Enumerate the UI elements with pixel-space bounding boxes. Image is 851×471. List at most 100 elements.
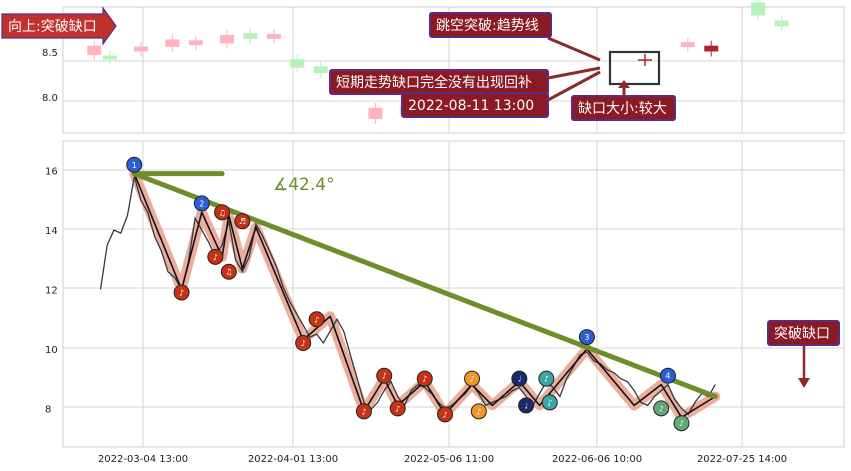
- marker-label: ♪: [382, 372, 387, 381]
- marker-label: 2: [199, 199, 204, 208]
- marker: [511, 370, 528, 387]
- x-tick: 2022-07-25 14:00: [697, 454, 787, 465]
- bottom-y-tick: 12: [45, 286, 58, 297]
- marker-label: ♪: [469, 375, 474, 384]
- gap-fill-callout: 短期走势缺口完全没有出现回补: [329, 69, 549, 95]
- x-ticks: 2022-03-04 13:00 2022-04-01 13:00 2022-05-…: [98, 454, 787, 465]
- marker: [437, 406, 454, 423]
- marker: [234, 213, 251, 230]
- marker: [470, 403, 487, 420]
- marker: [659, 367, 676, 384]
- bottom-y-ticks: 8 10 12 14 16: [45, 167, 58, 416]
- breakout-callout: 突破缺口: [767, 320, 840, 388]
- candle-body: [704, 45, 719, 52]
- marker: [416, 370, 433, 387]
- gap-type-callout: 跳空突破:趋势线: [429, 12, 552, 38]
- candle-body: [266, 34, 281, 39]
- marker-label: ♪: [544, 375, 549, 384]
- timestamp-callout: 2022-08-11 13:00: [401, 92, 549, 118]
- candle-body: [774, 20, 789, 27]
- marker: [126, 156, 143, 173]
- marker-label: 3: [584, 333, 589, 342]
- marker: [578, 329, 595, 346]
- marker-label: ♪: [442, 410, 447, 419]
- candle-body: [188, 40, 203, 46]
- marker-label: 4: [665, 372, 670, 381]
- x-tick: 2022-03-04 13:00: [98, 454, 188, 465]
- candle-body: [102, 55, 117, 60]
- marker: [308, 311, 325, 328]
- marker: [653, 400, 670, 417]
- marker-label: ♪: [476, 407, 481, 416]
- gap-size-label: 缺口大小:较大: [578, 101, 667, 117]
- price-line: [99, 176, 716, 416]
- marker-label: ♪: [314, 315, 319, 324]
- top-y-ticks: 8.0 8.5: [42, 48, 58, 104]
- gap-fill-label: 短期走势缺口完全没有出现回补: [336, 74, 532, 91]
- marker: [389, 400, 406, 417]
- candle-body: [165, 39, 180, 47]
- x-tick: 2022-05-06 11:00: [404, 454, 494, 465]
- candle-body: [87, 45, 102, 56]
- candle-body: [313, 66, 328, 74]
- marker: [376, 367, 393, 384]
- marker: [673, 415, 690, 432]
- candle-body: [751, 2, 766, 16]
- marker-label: ♩: [517, 375, 521, 384]
- bottom-y-tick: 14: [45, 226, 58, 237]
- candle-body: [220, 34, 235, 44]
- gap-type-label: 跳空突破:趋势线: [436, 18, 539, 34]
- marker: [220, 263, 237, 280]
- marker-label: ♪: [361, 407, 366, 416]
- marker: [518, 397, 535, 414]
- gap-box: [547, 36, 661, 102]
- candle-body: [243, 33, 258, 39]
- marker: [464, 370, 481, 387]
- breakout-label: 突破缺口: [774, 326, 830, 342]
- breakout-trendline: [131, 171, 718, 399]
- x-tick: 2022-06-06 10:00: [552, 454, 642, 465]
- marker-label: ♪: [422, 375, 427, 384]
- marker: [193, 195, 210, 212]
- gap-size-callout: 缺口大小:较大: [571, 95, 676, 121]
- marker-label: ♪: [395, 404, 400, 413]
- top-y-tick: 8.0: [42, 93, 58, 104]
- price-series: [99, 176, 716, 416]
- bottom-y-tick: 16: [45, 167, 58, 178]
- top-y-tick: 8.5: [42, 48, 58, 59]
- marker-label: ♪: [679, 419, 684, 428]
- marker: [295, 335, 312, 352]
- marker: [207, 248, 224, 265]
- marker: [538, 370, 555, 387]
- candlesticks: [87, 0, 789, 124]
- direction-label: 向上:突破缺口: [8, 19, 97, 35]
- marker-label: ♪: [213, 253, 218, 262]
- marker-label: ♫: [225, 268, 232, 277]
- marker-label: ♬: [239, 217, 246, 226]
- candle-body: [368, 107, 383, 119]
- bottom-y-tick: 10: [45, 345, 58, 356]
- bottom-y-tick: 8: [45, 404, 51, 415]
- marker: [173, 284, 190, 301]
- marker-label: ♪: [547, 398, 552, 407]
- marker-label: ♫: [219, 208, 226, 217]
- marker: [214, 204, 231, 221]
- x-tick: 2022-04-01 13:00: [248, 454, 338, 465]
- marker-label: 1: [132, 161, 137, 170]
- trendline: [131, 171, 718, 399]
- marker-label: ♪: [179, 289, 184, 298]
- candle-body: [680, 42, 695, 47]
- marker: [355, 403, 372, 420]
- marker: [541, 394, 558, 411]
- candle-body: [134, 46, 149, 52]
- marker-label: ♪: [659, 404, 664, 413]
- gap-timestamp: 2022-08-11 13:00: [408, 98, 534, 114]
- point-markers: 1 ♪ 2 ♫ ♪ ♫ ♬ ♪ ♪ ♪ ♪ ♪ ♪ ♪ ♪ ♪ ♩ ♩ ♪ ♪ 3 4 ♪ ♪: [126, 156, 690, 432]
- trend-angle-label: ∡42.4°: [273, 175, 335, 195]
- marker-label: ♪: [301, 339, 306, 348]
- direction-banner: 向上:突破缺口: [1, 6, 117, 46]
- marker-label: ♩: [524, 401, 528, 410]
- candle-body: [290, 59, 305, 68]
